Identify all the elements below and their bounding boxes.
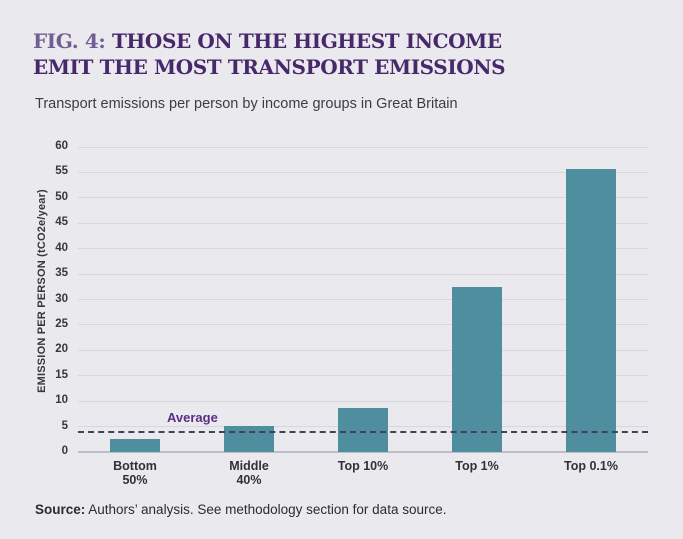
average-line-label: Average: [167, 409, 218, 425]
y-tick-label: 35: [55, 267, 68, 280]
x-axis-label-bottom-50-: Bottom 50%: [113, 459, 157, 488]
bar-top-10-: [338, 408, 388, 452]
bar-middle-40-: [224, 426, 274, 452]
y-tick-label: 20: [55, 343, 68, 356]
source-text: Authors’ analysis. See methodology secti…: [85, 502, 447, 517]
y-tick-label: 25: [55, 317, 68, 330]
gridline: [78, 299, 648, 300]
y-tick-label: 60: [55, 140, 68, 152]
y-tick-label: 40: [55, 241, 68, 254]
gridline: [78, 171, 648, 173]
gridline: [78, 349, 648, 351]
gridline: [78, 197, 648, 199]
x-axis-label-top-1-: Top 1%: [455, 459, 499, 473]
y-tick-label: 55: [55, 165, 68, 178]
bar-top-0.1-: [566, 168, 616, 452]
y-axis-title: EMISSION PER PERSON (tCO2e/year): [36, 189, 48, 393]
x-axis-label-middle-40-: Middle 40%: [229, 459, 269, 488]
y-tick-label: 50: [55, 190, 68, 203]
source-label: Source:: [35, 502, 86, 517]
average-line: [78, 430, 648, 433]
gridline: [78, 324, 648, 326]
x-axis-label-top-0.1-: Top 0.1%: [564, 459, 618, 473]
bar-bottom-50-: [110, 439, 160, 452]
gridline: [78, 248, 648, 250]
y-tick-label: 0: [61, 445, 68, 457]
y-tick-label: 10: [55, 394, 68, 407]
figure-title: FIG. 4: THOSE ON THE HIGHEST INCOME EMIT…: [33, 28, 506, 80]
gridline: [78, 273, 648, 275]
y-tick-label: 5: [61, 419, 68, 432]
y-tick-label: 45: [55, 216, 68, 229]
x-axis-baseline: [78, 451, 648, 453]
bar-top-1-: [452, 287, 502, 452]
gridline: [78, 400, 648, 402]
x-axis-label-top-10-: Top 10%: [337, 459, 389, 473]
figure-title-line1: THOSE ON THE HIGHEST INCOME: [111, 29, 502, 53]
gridline: [78, 222, 648, 224]
figure-title-line2: EMIT THE MOST TRANSPORT EMISSIONS: [33, 55, 506, 79]
gridline: [78, 375, 648, 377]
y-tick-label: 15: [55, 368, 68, 381]
figure-number-label: FIG. 4:: [33, 29, 106, 53]
gridline: [78, 146, 648, 148]
y-tick-label: 30: [55, 292, 68, 305]
chart-subtitle: Transport emissions per person by income…: [35, 96, 458, 112]
source-note: Source: Authors’ analysis. See methodolo…: [35, 502, 446, 517]
